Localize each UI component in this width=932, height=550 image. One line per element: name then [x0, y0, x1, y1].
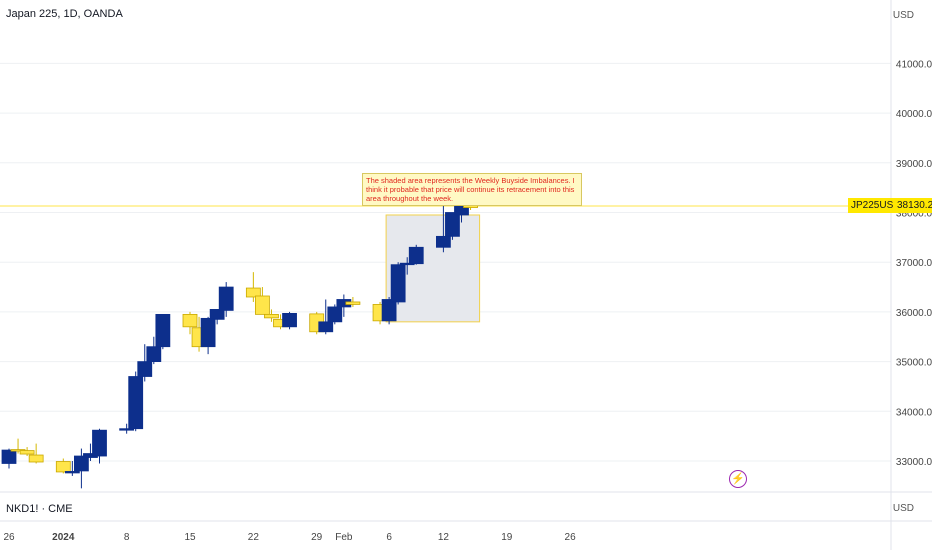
price-tick-label: 39000.0: [896, 159, 932, 170]
candle-body: [445, 212, 460, 237]
candle-body: [318, 321, 334, 333]
time-axis[interactable]: 26 2024 8 15 22 29 Feb 6 12 19 26: [3, 532, 576, 543]
annotation-note[interactable]: The shaded area represents the Weekly Bu…: [362, 173, 582, 206]
candle-body: [218, 286, 234, 311]
candle: [1, 448, 17, 469]
price-tick-label: 37000.0: [896, 258, 932, 269]
chart-title: Japan 225, 1D, OANDA: [6, 8, 123, 20]
candle-body: [92, 429, 107, 457]
time-tick-label: 15: [184, 532, 196, 543]
candle-body: [245, 287, 261, 298]
candle: [55, 458, 71, 474]
time-tick-label: 29: [311, 532, 323, 543]
candle-body: [146, 346, 162, 363]
price-tick-label: 36000.0: [896, 308, 932, 319]
candle-body: [182, 313, 198, 328]
candle: [119, 423, 135, 434]
candle-body: [209, 309, 225, 320]
candle: [245, 272, 261, 302]
candle-body: [200, 317, 216, 348]
price-tick-label: 38000.0: [896, 209, 932, 220]
currency-label-top[interactable]: USD: [892, 10, 914, 21]
candle: [137, 344, 153, 382]
candle: [381, 296, 397, 325]
candle-body: [119, 428, 135, 431]
candle: [28, 443, 44, 464]
price-badge: 38130.2: [893, 198, 932, 213]
candle-body: [1, 449, 17, 464]
candle-body: [64, 471, 80, 474]
candle-body: [128, 376, 144, 430]
candle: [254, 287, 270, 315]
candle: [390, 262, 406, 305]
candle-body: [264, 313, 279, 319]
time-tick-label: 22: [248, 532, 260, 543]
time-tick-label: 6: [386, 532, 392, 543]
candle: [19, 447, 35, 457]
candle: [435, 197, 451, 253]
candle: [64, 461, 80, 476]
price-axis[interactable]: 41000.0 40000.0 39000.0 38000.0 37000.0 36000…: [896, 59, 932, 468]
time-tick-label: Feb: [335, 532, 353, 543]
candle-body: [435, 235, 451, 248]
price-tick-label: 41000.0: [896, 59, 932, 70]
candle: [146, 336, 162, 365]
price-tick-label: 34000.0: [896, 407, 932, 418]
candle: [345, 296, 361, 307]
candle: [200, 316, 216, 355]
candles: [1, 175, 478, 489]
candle: [74, 448, 89, 489]
candle: [264, 309, 279, 322]
symbol-badge: JP225USD: [848, 198, 904, 213]
currency-label-bottom[interactable]: USD: [892, 503, 914, 514]
time-tick-label: 2024: [52, 532, 75, 543]
candle-body: [137, 361, 153, 377]
candle-body: [155, 313, 171, 348]
time-tick-label: 12: [438, 532, 450, 543]
candle-body: [390, 264, 406, 303]
price-tick-label: 40000.0: [896, 109, 932, 120]
time-tick-label: 19: [501, 532, 513, 543]
candle-body: [282, 312, 297, 328]
price-tick-label: 35000.0: [896, 358, 932, 369]
candle: [445, 212, 460, 240]
candle-body: [28, 454, 44, 463]
candle-body: [327, 306, 343, 323]
candle: [128, 371, 144, 432]
price-tick-label: 33000.0: [896, 457, 932, 468]
time-tick-label: 26: [565, 532, 577, 543]
time-tick-label: 8: [124, 532, 130, 543]
candle: [318, 299, 334, 335]
candle-body: [381, 299, 397, 322]
candle: [282, 311, 297, 330]
time-tick-label: 26: [3, 532, 15, 543]
candle: [408, 244, 424, 265]
candle-body: [345, 301, 361, 305]
subpane-label: NKD1! · CME: [6, 503, 73, 515]
candle-body: [19, 450, 35, 455]
candle: [182, 311, 198, 335]
lightning-bolt-icon[interactable]: ⚡: [729, 470, 747, 488]
candle: [155, 313, 171, 350]
candle: [218, 282, 234, 317]
candle-body: [408, 246, 424, 265]
candle: [209, 309, 225, 325]
candle-body: [55, 461, 71, 473]
candle: [92, 428, 107, 464]
candle-body: [254, 295, 270, 315]
candle: [327, 304, 343, 325]
candle-body: [74, 455, 89, 472]
